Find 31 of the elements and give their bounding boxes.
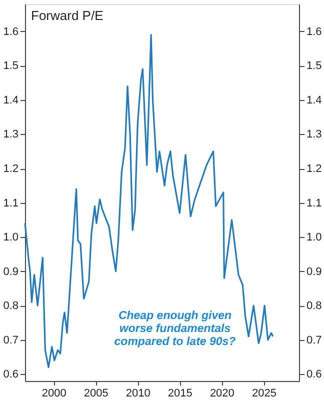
- y2-tick-label: 0.9: [306, 266, 322, 278]
- y-tick-label: 0.8: [3, 300, 18, 312]
- y2-tick-label: 1.2: [306, 163, 322, 176]
- x-tick-label: 2010: [126, 388, 150, 400]
- y-tick-label: 1.6: [3, 26, 18, 38]
- y-tick-label: 1.2: [3, 163, 18, 176]
- y2-tick-label: 1.6: [306, 26, 322, 38]
- x-tick-label: 2015: [168, 388, 192, 400]
- y-tick-label: 0.6: [3, 368, 18, 381]
- y2-tick-label: 0.7: [306, 334, 322, 346]
- y-tick-label: 0.9: [3, 266, 18, 278]
- y2-tick-label: 1.4: [306, 94, 322, 106]
- y2-tick-label: 1.3: [306, 128, 322, 141]
- y2-tick-label: 1.0: [306, 232, 322, 244]
- y-tick-label: 1.0: [3, 232, 18, 244]
- y2-tick-label: 0.6: [306, 368, 322, 381]
- annotation: Cheap enough given worse fundamentals compared to late 90s?: [114, 310, 236, 348]
- x-tick-label: 2000: [42, 388, 66, 400]
- y-tick-label: 1.4: [3, 94, 18, 106]
- line-series: [24, 34, 274, 368]
- chart-title: Forward P/E: [31, 8, 104, 23]
- x-tick-label: 2025: [252, 388, 276, 400]
- y-tick-label: 1.1: [3, 197, 18, 210]
- x-tick-label: 2020: [210, 388, 234, 400]
- y2-tick-label: 0.8: [306, 300, 322, 312]
- y-tick-label: 0.7: [3, 334, 18, 346]
- y2-tick-label: 1.1: [306, 197, 322, 210]
- y-tick-label: 1.5: [3, 60, 18, 72]
- y2-tick-label: 1.5: [306, 60, 322, 72]
- y-tick-label: 1.3: [3, 128, 18, 141]
- x-tick-label: 2005: [84, 388, 108, 400]
